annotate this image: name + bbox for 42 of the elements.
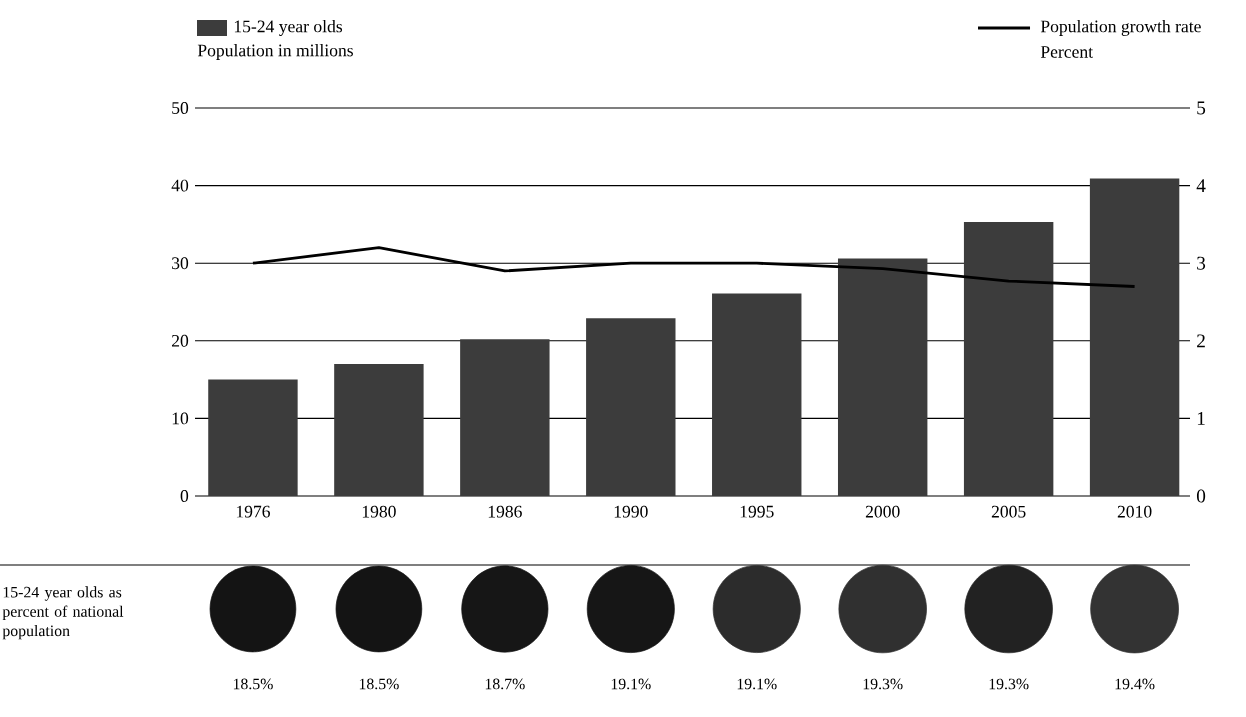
bar — [208, 379, 298, 496]
data-label: 18.7% — [485, 678, 525, 690]
x-tick-label: 1980 — [362, 505, 396, 518]
y2-tick-label: 4 — [1196, 179, 1206, 192]
y2-tick-label: 2 — [1197, 334, 1205, 348]
bar — [1089, 178, 1180, 496]
x-tick-label: 2010 — [1117, 505, 1152, 518]
data-label: 19.1% — [737, 678, 777, 690]
legend-label: 15-24 year olds — [234, 19, 343, 36]
bar — [712, 293, 802, 496]
data-label: 19.3% — [863, 678, 903, 690]
y-tick-label: 50 — [172, 102, 189, 114]
bar — [963, 222, 1054, 496]
x-tick-label: 1986 — [488, 505, 522, 518]
data-label: 18.5% — [359, 678, 399, 690]
data-label: 19.4% — [1115, 678, 1155, 690]
y2-tick-label: 0 — [1196, 489, 1206, 503]
y2-axis-title: Percent — [1040, 46, 1093, 58]
y-axis-title: Population in millions — [197, 44, 353, 60]
y-tick-label: 10 — [172, 412, 189, 425]
bar — [334, 364, 424, 496]
y2-tick-label: 3 — [1197, 256, 1206, 270]
x-tick-label: 2005 — [991, 505, 1026, 518]
bar — [837, 258, 928, 496]
x-tick-label: 1990 — [614, 505, 648, 518]
x-tick-label: 1976 — [236, 505, 270, 518]
y-tick-label: 0 — [180, 490, 189, 502]
data-label: 18.5% — [233, 678, 273, 690]
y-tick-label: 20 — [172, 334, 189, 347]
x-tick-label: 2000 — [865, 505, 900, 518]
data-label: 19.3% — [989, 678, 1029, 690]
data-label: 19.1% — [611, 678, 651, 690]
x-tick-label: 1995 — [740, 505, 774, 518]
text: 15-24 year olds as percent of national population — [2, 586, 124, 640]
bar — [460, 339, 550, 496]
y2-tick-label: 1 — [1197, 412, 1205, 425]
legend-label: Population growth rate — [1040, 19, 1201, 36]
y-tick-label: 40 — [171, 179, 189, 192]
line-series — [251, 246, 1136, 288]
bar — [586, 318, 676, 496]
y-tick-label: 30 — [172, 257, 189, 270]
y2-tick-label: 5 — [1197, 101, 1206, 115]
